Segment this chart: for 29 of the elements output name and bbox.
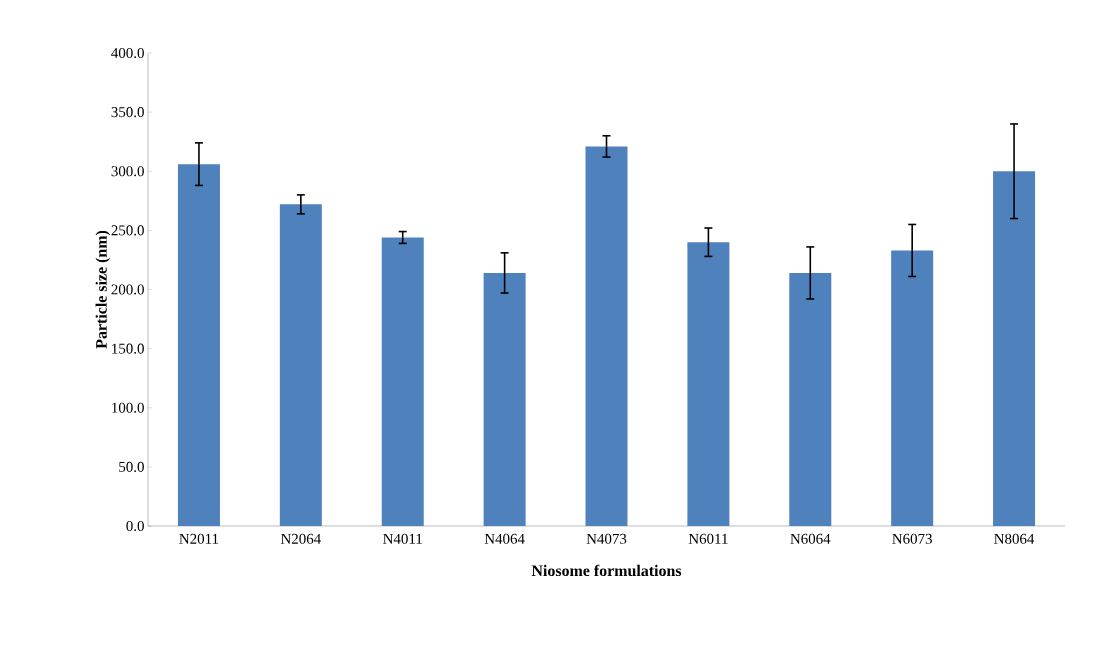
x-tick-label: N6064 (790, 533, 831, 544)
x-tick-label: N4011 (383, 533, 422, 544)
bar (789, 272, 832, 526)
y-tick-label: 400.0 (111, 47, 144, 59)
x-axis-title: Niosome formulations (531, 564, 682, 577)
bar (687, 242, 730, 526)
y-tick-label: 300.0 (111, 166, 144, 177)
y-tick-label: 350.0 (111, 107, 144, 118)
y-tick-label: 50.0 (119, 461, 144, 472)
bar (891, 250, 934, 526)
y-tick-label: 0.0 (126, 520, 144, 532)
y-tick-label: 100.0 (112, 402, 144, 413)
x-tick-label: N8064 (994, 533, 1035, 544)
bar (177, 164, 220, 526)
bar (993, 171, 1036, 526)
y-tick-label: 200.0 (111, 284, 144, 295)
y-tick-label: 250.0 (111, 225, 144, 236)
bar (585, 146, 628, 526)
x-tick-label: N4073 (586, 533, 627, 544)
x-tick-label: N2064 (280, 533, 321, 544)
y-axis-title: Particle size (nm) (95, 230, 111, 349)
bar (483, 272, 526, 526)
x-tick-label: N4064 (484, 533, 525, 544)
x-tick-label: N6011 (688, 533, 728, 544)
x-tick-label: N2011 (179, 533, 219, 544)
bar (279, 204, 322, 526)
bar (381, 237, 424, 526)
y-tick-label: 150.0 (112, 343, 144, 354)
x-tick-label: N6073 (892, 533, 932, 544)
